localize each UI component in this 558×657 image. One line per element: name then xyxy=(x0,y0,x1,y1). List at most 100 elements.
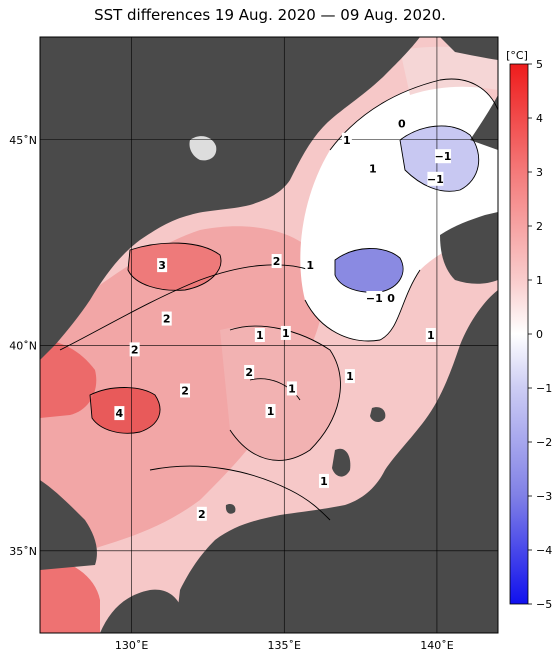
contour-label: 0 xyxy=(398,117,406,130)
colorbar-unit: [°C] xyxy=(506,49,528,62)
colorbar-tick-label: 1 xyxy=(536,274,543,287)
contour-label-bg xyxy=(367,161,378,176)
colorbar: [°C] 5 4 3 2 1 0 −1 −2 −3 −4 −5 xyxy=(506,49,552,611)
colorbar-tick-label: 3 xyxy=(536,166,543,179)
contour-label-bg xyxy=(180,383,191,398)
hot-region-korea-coast xyxy=(40,340,97,418)
contour-label-bg xyxy=(265,404,276,419)
contour-label: 0 xyxy=(387,292,395,305)
contour-line xyxy=(399,125,480,192)
land-sado xyxy=(370,407,386,423)
lake-khanka xyxy=(189,136,217,161)
lon-tick-label: 140˚E xyxy=(420,639,453,652)
contour-label: 1 xyxy=(267,405,275,418)
hot-region-south xyxy=(40,555,100,633)
contour-label: 1 xyxy=(320,475,328,488)
contour-label: 2 xyxy=(273,255,281,268)
contour-label: 1 xyxy=(282,327,290,340)
colorbar-bar xyxy=(509,63,529,605)
contour-label-bg xyxy=(271,254,282,269)
lat-tick-label: 45˚N xyxy=(9,134,37,147)
colorbar-tick-label: 0 xyxy=(536,328,543,341)
land-honshu xyxy=(175,290,498,633)
lon-tick-label: 130˚E xyxy=(115,639,148,652)
contour-label: 1 xyxy=(256,329,264,342)
colorbar-tick-label: −1 xyxy=(536,382,552,395)
contour-label: 2 xyxy=(198,508,206,521)
contour-label-bg xyxy=(244,364,255,379)
land-hokkaido-south xyxy=(440,212,498,284)
colorbar-tick-label: −3 xyxy=(536,490,552,503)
contour-label: 1 xyxy=(346,370,354,383)
lat-tick-label: 35˚N xyxy=(9,545,37,558)
lat-tick-label: 40˚N xyxy=(9,339,37,352)
contour-label-bg xyxy=(196,506,207,521)
land-kyushu xyxy=(100,589,180,633)
contour-label-bg xyxy=(396,116,407,131)
colorbar-tick-label: 4 xyxy=(536,112,543,125)
chart-title: SST differences 19 Aug. 2020 — 09 Aug. 2… xyxy=(94,6,446,24)
contour-line xyxy=(229,325,341,461)
hot-region-north xyxy=(128,243,221,291)
warm-region-east xyxy=(220,326,341,461)
contour-label: 2 xyxy=(131,343,139,356)
contour-label: 4 xyxy=(116,407,124,420)
colorbar-tick-label: 5 xyxy=(536,58,543,71)
contour-label: 1 xyxy=(288,382,296,395)
contour-line xyxy=(329,78,498,151)
land-asia-continent xyxy=(40,37,420,360)
contour-label-bg xyxy=(435,149,452,164)
lon-tick-label: 135˚E xyxy=(268,639,301,652)
contour-label-bg xyxy=(286,381,297,396)
contour-label-bg xyxy=(366,291,383,306)
contour-label-bg xyxy=(114,406,125,421)
contour-label-bg xyxy=(254,328,265,342)
contour-label: −1 xyxy=(427,173,444,186)
land xyxy=(40,37,498,633)
colorbar-tick-label: −4 xyxy=(536,544,552,557)
map-frame xyxy=(39,36,499,634)
land-oki xyxy=(225,503,236,514)
colorbar-tick-label: −2 xyxy=(536,436,552,449)
contour-label: 1 xyxy=(343,134,351,147)
colorbar-tick-label: 2 xyxy=(536,220,543,233)
contour-label: 2 xyxy=(181,384,189,397)
contour-label-bg xyxy=(161,311,172,326)
contour-label-bg xyxy=(386,291,397,306)
contour-label-bg xyxy=(280,325,291,340)
contour-label: 2 xyxy=(245,366,253,379)
lon-tick-labels: 130˚E 135˚E 140˚E xyxy=(115,639,454,652)
contour-line xyxy=(334,248,404,293)
contour-line xyxy=(249,378,301,401)
contour-label: 3 xyxy=(158,259,166,272)
contour-label-bg xyxy=(427,171,444,186)
contour-label-bg xyxy=(344,369,355,384)
contour-label-bg xyxy=(318,473,329,488)
cold-region xyxy=(335,248,404,293)
contour-line xyxy=(127,242,222,291)
contour-label: 2 xyxy=(163,313,171,326)
colorbar-tick-label: −5 xyxy=(536,598,552,611)
land-sakhalin xyxy=(440,37,498,60)
hot-region xyxy=(90,387,160,434)
land-noto xyxy=(332,448,351,477)
contour-lines xyxy=(59,78,498,521)
lat-tick-labels: 35˚N 40˚N 45˚N xyxy=(9,134,37,558)
contour-label-bg xyxy=(157,258,168,273)
contour-line xyxy=(149,465,331,521)
contour-label-bg xyxy=(129,342,140,357)
contour-label-bg xyxy=(305,258,316,273)
contour-line xyxy=(304,269,421,342)
contour-label: −1 xyxy=(435,150,452,163)
contour-label-bg xyxy=(425,328,436,342)
contour-label: −1 xyxy=(366,292,383,305)
contour-line xyxy=(89,387,161,434)
land-hokkaido xyxy=(470,95,498,150)
colorbar-ticks: 5 4 3 2 1 0 −1 −2 −3 −4 −5 xyxy=(528,58,552,611)
contour-label: 1 xyxy=(306,259,314,272)
contour-label-bg xyxy=(341,132,352,147)
contour-label: 1 xyxy=(427,329,435,342)
contour-label: 1 xyxy=(369,163,377,176)
